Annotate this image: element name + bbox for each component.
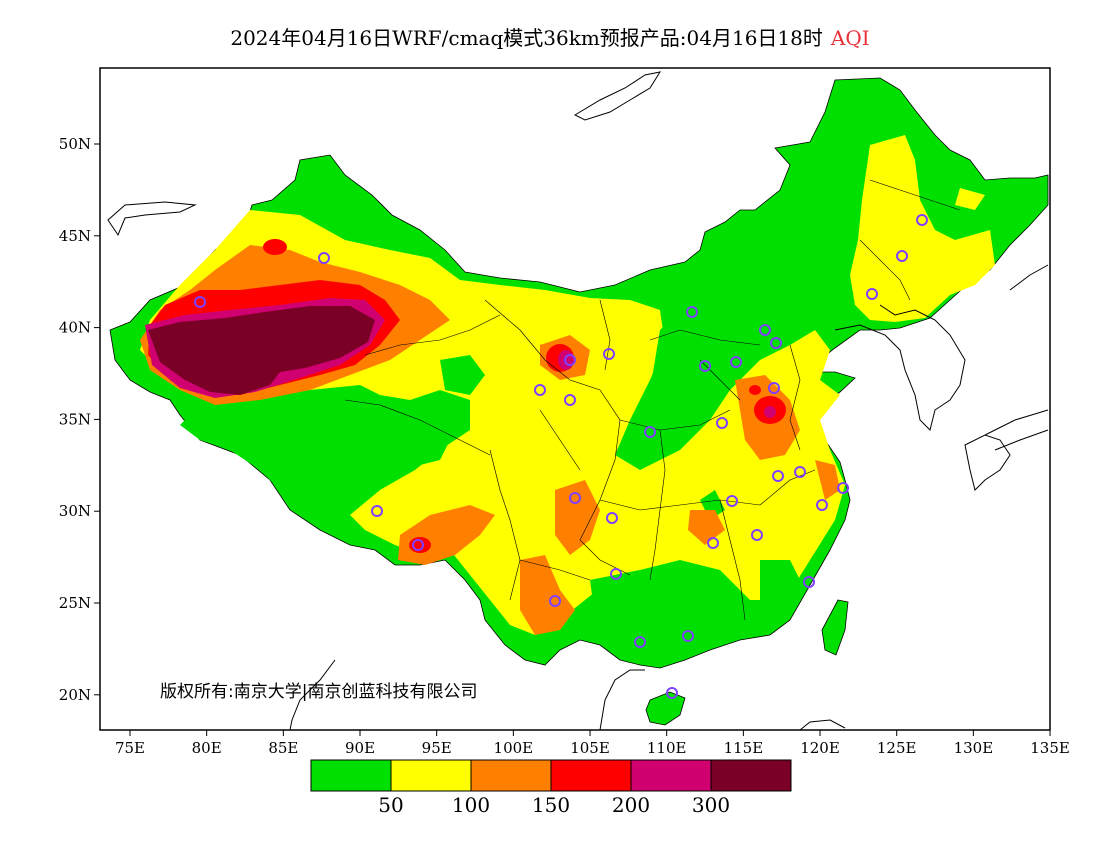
legend-label: 200 — [612, 793, 650, 817]
legend-swatch — [710, 759, 792, 792]
monitoring-stations — [194, 214, 928, 699]
y-axis-ticks: 50N 45N 40N 35N 30N 25N 20N — [59, 135, 100, 704]
legend-label: 50 — [378, 793, 403, 817]
x-tick-label: 115E — [724, 739, 764, 757]
legend-swatch — [630, 759, 712, 792]
title-main: 2024年04月16日WRF/cmaq模式36km预报产品:04月16日18时 — [230, 26, 823, 50]
hainan-island — [645, 691, 686, 726]
aqi-green-patches — [180, 300, 800, 665]
copyright-text: 版权所有:南京大学|南京创蓝科技有限公司 — [160, 682, 477, 702]
title-variable: AQI — [830, 26, 870, 50]
y-tick-label: 50N — [59, 135, 91, 153]
y-tick-label: 45N — [59, 227, 91, 245]
x-tick-label: 90E — [345, 739, 375, 757]
y-tick-label: 25N — [59, 594, 91, 612]
y-tick-label: 30N — [59, 502, 91, 520]
x-tick-label: 80E — [192, 739, 222, 757]
province-boundaries — [344, 179, 961, 621]
copyright-block: 版权所有:南京大学|南京创蓝科技有限公司 — [160, 682, 477, 702]
coastlines — [107, 71, 1049, 730]
x-tick-label: 125E — [877, 739, 917, 757]
x-tick-label: 105E — [570, 739, 610, 757]
legend-swatch — [470, 759, 552, 792]
y-tick-label: 20N — [59, 686, 91, 704]
y-tick-label: 40N — [59, 319, 91, 337]
x-tick-label: 135E — [1030, 739, 1070, 757]
x-axis-ticks: 75E 80E 85E 90E 95E 100E 105E 110E 115E 120E 125E 1… — [115, 730, 1070, 757]
map-title: 2024年04月16日WRF/cmaq模式36km预报产品:04月16日18时 A… — [0, 22, 1100, 51]
legend-swatch — [390, 759, 472, 792]
legend-swatch — [310, 759, 392, 792]
legend-label: 100 — [452, 793, 490, 817]
map-area — [107, 71, 1049, 730]
taiwan-island — [821, 599, 849, 656]
y-tick-label: 35N — [59, 410, 91, 428]
x-tick-label: 85E — [268, 739, 298, 757]
x-tick-label: 100E — [494, 739, 534, 757]
legend-label: 300 — [692, 793, 730, 817]
aqi-legend: 50 100 150 200 300 — [310, 759, 792, 817]
x-tick-label: 75E — [115, 739, 145, 757]
x-tick-label: 95E — [422, 739, 452, 757]
legend-swatch — [550, 759, 632, 792]
legend-label: 150 — [532, 793, 570, 817]
map-frame — [99, 67, 1051, 731]
aqi-maroon-zone — [148, 306, 375, 395]
x-tick-label: 130E — [954, 739, 994, 757]
x-tick-label: 120E — [800, 739, 840, 757]
x-tick-label: 110E — [647, 739, 687, 757]
